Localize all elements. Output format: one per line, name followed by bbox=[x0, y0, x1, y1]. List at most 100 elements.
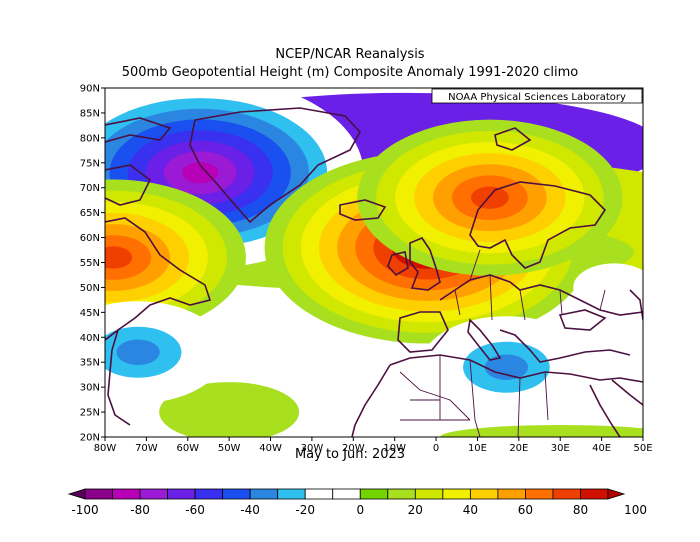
lat-tick-label: 65N bbox=[80, 208, 100, 219]
lon-tick-label: 0 bbox=[433, 443, 439, 454]
longitude-labels: 80W 70W 60W 50W 40W 30W 20W 10W 0 10E 20E 30E 40E 50E bbox=[94, 437, 653, 454]
lat-tick-label: 45N bbox=[80, 308, 100, 319]
britain-coast bbox=[409, 237, 441, 291]
colorbar-labels: -100 -80 -60 -40 -20 0 20 40 60 80 100 bbox=[71, 503, 647, 517]
colorbar-tick-label: -20 bbox=[295, 503, 315, 517]
italy-coast bbox=[467, 318, 502, 361]
coastlines bbox=[105, 107, 643, 437]
country-borders bbox=[399, 249, 606, 437]
arctic-islands-coast bbox=[105, 117, 172, 143]
colorbar-bin bbox=[139, 488, 168, 500]
credit-label: NOAA Physical Sciences Laboratory bbox=[448, 92, 626, 103]
colorbar-bin bbox=[222, 488, 251, 500]
border-lines bbox=[399, 249, 606, 437]
lat-tick-label: 35N bbox=[80, 358, 100, 369]
arabia-coast bbox=[611, 379, 643, 406]
anomaly-band-4 bbox=[440, 425, 643, 437]
scandinavia-coast bbox=[469, 181, 607, 269]
colorbar-tick-label: 40 bbox=[463, 503, 478, 517]
mediterranean-low-contour bbox=[484, 354, 529, 380]
red-sea-coast bbox=[589, 384, 621, 437]
chart-title: NCEP/NCAR Reanalysis bbox=[275, 47, 425, 62]
latitude-labels: 90N 85N 80N 75N 70N 65N 60N 55N 50N 45N 40N 35N 30N 2… bbox=[80, 84, 105, 444]
anomaly-field bbox=[105, 88, 643, 437]
scandinavia-high-contour bbox=[470, 186, 509, 209]
colorbar-tick-label: 60 bbox=[518, 503, 533, 517]
colorbar-tick-label: 20 bbox=[408, 503, 423, 517]
black-sea-coast bbox=[558, 309, 607, 331]
lat-tick-label: 55N bbox=[80, 258, 100, 269]
colorbar-bin bbox=[167, 488, 196, 500]
colorbar-tick-label: 80 bbox=[573, 503, 588, 517]
lon-tick-label: 30E bbox=[551, 443, 570, 454]
lat-tick-label: 60N bbox=[80, 233, 100, 244]
anomaly-band-3 bbox=[159, 382, 300, 437]
us-east-coast bbox=[105, 327, 131, 426]
lon-tick-label: 40E bbox=[592, 443, 611, 454]
lat-tick-label: 75N bbox=[80, 158, 100, 169]
chart-subtitle: 500mb Geopotential Height (m) Composite … bbox=[121, 65, 579, 80]
lon-tick-label: 30W bbox=[301, 443, 324, 454]
colorbar-bin bbox=[304, 488, 334, 500]
credit-box: NOAA Physical Sciences Laboratory bbox=[431, 88, 643, 104]
iberia-coast bbox=[397, 311, 449, 353]
colorbar-bin bbox=[194, 488, 224, 500]
colorbar bbox=[67, 488, 626, 500]
colorbar-bin bbox=[552, 488, 581, 500]
lon-tick-label: 80W bbox=[94, 443, 117, 454]
colorbar-bin bbox=[497, 488, 526, 500]
colorbar-bin bbox=[277, 488, 306, 500]
iceland-coast bbox=[339, 199, 387, 221]
europe-coast bbox=[439, 274, 643, 316]
us-east-low-contour bbox=[116, 339, 160, 365]
lat-tick-label: 20N bbox=[80, 433, 100, 444]
lon-tick-label: 10W bbox=[383, 443, 406, 454]
lon-tick-label: 50E bbox=[633, 443, 652, 454]
colorbar-bin bbox=[442, 488, 471, 500]
labrador-high-contour bbox=[105, 246, 133, 269]
period-label: May to Jun: 2023 bbox=[294, 447, 406, 462]
lat-tick-label: 85N bbox=[80, 108, 100, 119]
lon-tick-label: 60W bbox=[176, 443, 199, 454]
lat-tick-label: 40N bbox=[80, 333, 100, 344]
lon-tick-label: 50W bbox=[218, 443, 241, 454]
lat-tick-label: 80N bbox=[80, 133, 100, 144]
lat-tick-label: 50N bbox=[80, 283, 100, 294]
colorbar-bin bbox=[359, 488, 389, 500]
svalbard-coast bbox=[494, 127, 532, 151]
lon-tick-label: 40W bbox=[259, 443, 282, 454]
lon-tick-label: 10E bbox=[468, 443, 487, 454]
colorbar-bin bbox=[387, 488, 416, 500]
balkan-coast bbox=[499, 329, 631, 363]
lon-tick-label: 20E bbox=[509, 443, 528, 454]
lat-tick-label: 70N bbox=[80, 183, 100, 194]
greenland-coast bbox=[189, 107, 361, 224]
lat-tick-label: 25N bbox=[80, 408, 100, 419]
baffin-coast bbox=[105, 164, 152, 206]
colorbar-bin bbox=[249, 488, 279, 500]
colorbar-bin bbox=[469, 488, 499, 500]
lat-tick-label: 90N bbox=[80, 84, 100, 95]
colorbar-tick-label: -60 bbox=[185, 503, 205, 517]
colorbar-bin bbox=[580, 488, 609, 500]
colorbar-tick-label: -80 bbox=[130, 503, 150, 517]
lon-tick-label: 20W bbox=[342, 443, 365, 454]
colorbar-tick-label: 100 bbox=[624, 503, 647, 517]
lon-tick-label: 70W bbox=[135, 443, 158, 454]
west-africa-coast bbox=[351, 364, 391, 437]
colorbar-bin bbox=[332, 488, 361, 500]
colorbar-bin bbox=[414, 488, 444, 500]
colorbar-arrow-right bbox=[607, 488, 626, 500]
colorbar-bin bbox=[84, 488, 113, 500]
colorbar-bin bbox=[525, 488, 554, 500]
lat-tick-label: 30N bbox=[80, 383, 100, 394]
colorbar-bin bbox=[112, 488, 141, 500]
caspian-coast bbox=[629, 289, 643, 321]
labrador-coast bbox=[105, 217, 212, 341]
colorbar-tick-label: -100 bbox=[71, 503, 98, 517]
colorbar-tick-label: -40 bbox=[240, 503, 260, 517]
colorbar-tick-label: 0 bbox=[356, 503, 364, 517]
caspian-low-contour bbox=[573, 263, 643, 312]
greenland-low-contour bbox=[182, 162, 219, 184]
